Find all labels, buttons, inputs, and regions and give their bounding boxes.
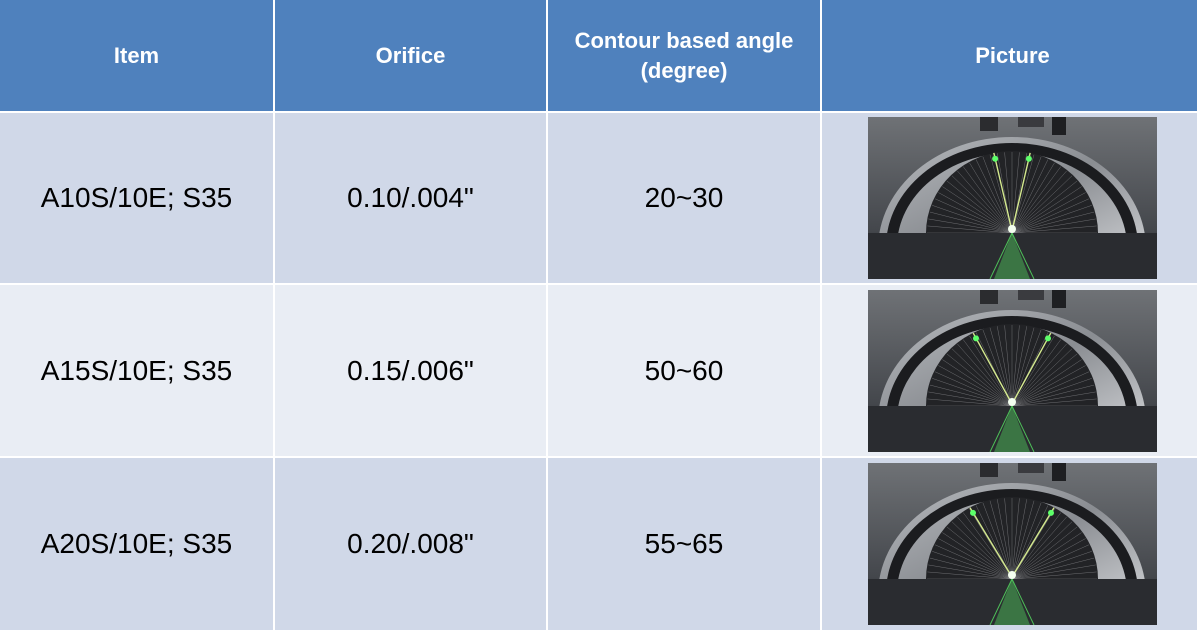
row-1-orifice: 0.10/.004" <box>275 113 546 283</box>
row-3-picture <box>822 458 1197 630</box>
spray-angle-photo-icon <box>868 289 1157 452</box>
row-3-orifice: 0.20/.008" <box>275 458 546 630</box>
spray-angle-photo-icon <box>868 463 1157 625</box>
row-1-angle: 20~30 <box>548 113 820 283</box>
header-picture: Picture <box>822 0 1197 111</box>
header-angle-line2: (degree) <box>640 57 728 83</box>
header-angle-line1: Contour based angle <box>574 27 794 53</box>
row-3-angle: 55~65 <box>548 458 820 630</box>
row-2-picture <box>822 285 1197 456</box>
row-2-orifice: 0.15/.006" <box>275 285 546 456</box>
header-item: Item <box>0 0 273 111</box>
row-1-picture <box>822 113 1197 283</box>
row-1-item: A10S/10E; S35 <box>0 113 273 283</box>
spray-angle-photo-icon <box>868 117 1157 279</box>
header-orifice: Orifice <box>275 0 546 111</box>
header-angle: Contour based angle (degree) <box>548 0 820 111</box>
row-2-item: A15S/10E; S35 <box>0 285 273 456</box>
row-3-item: A20S/10E; S35 <box>0 458 273 630</box>
row-2-angle: 50~60 <box>548 285 820 456</box>
